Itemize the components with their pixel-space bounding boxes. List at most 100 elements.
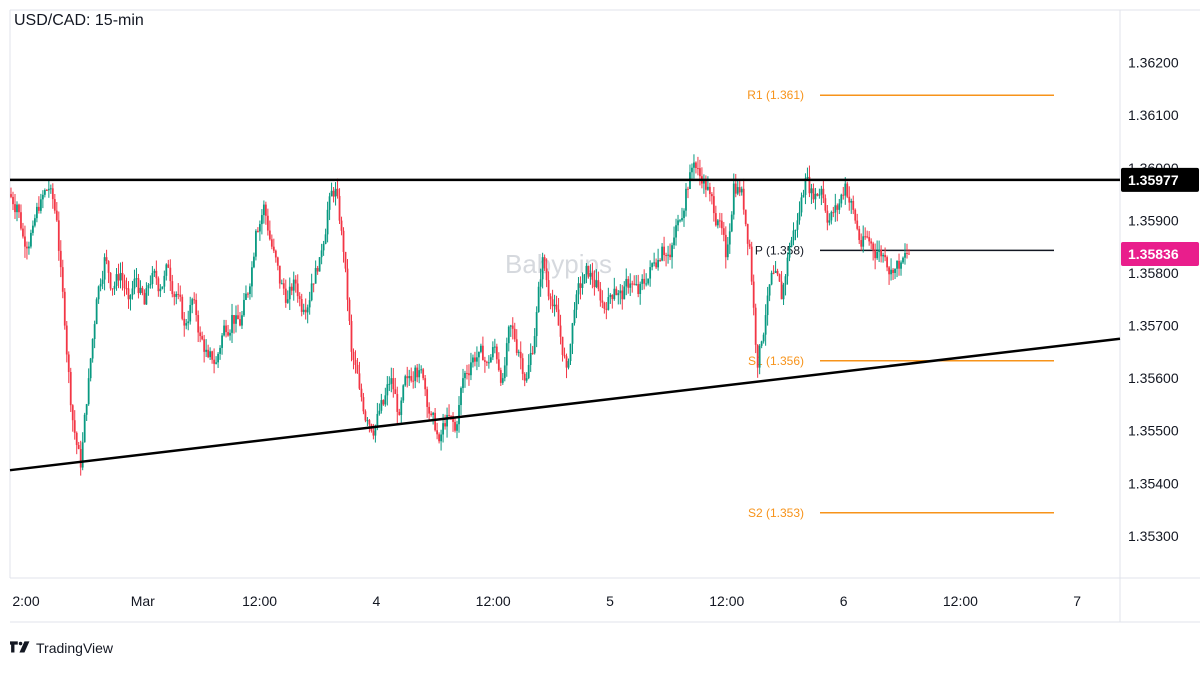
candle-body	[834, 205, 837, 213]
x-tick-label: 12:00	[476, 593, 511, 609]
candle-body	[657, 260, 660, 268]
candle-body	[760, 341, 763, 346]
candle-body	[621, 290, 624, 300]
candle-body	[659, 260, 662, 262]
candle-body	[10, 194, 12, 197]
candle-body	[28, 246, 30, 249]
candle-body	[312, 283, 315, 285]
candle-body	[183, 318, 186, 326]
candle-body	[736, 187, 739, 194]
candle-body	[316, 268, 319, 272]
candle-body	[677, 220, 679, 226]
candle-body	[382, 400, 385, 405]
candle-body	[557, 309, 560, 326]
candle-body	[754, 307, 757, 345]
candle-body	[412, 380, 415, 382]
candle-body	[163, 275, 166, 287]
candle-body	[388, 383, 391, 385]
candle-body	[704, 180, 707, 190]
candle-body	[567, 361, 570, 368]
candle-body	[762, 334, 765, 342]
candle-body	[487, 362, 490, 364]
candle-body	[732, 183, 735, 215]
candle-body	[266, 215, 269, 231]
candle-body	[418, 370, 421, 378]
candle-body	[850, 201, 853, 203]
candle-body	[396, 394, 399, 412]
resistance-badge: 1.35977	[1121, 167, 1199, 192]
candle-body	[655, 262, 658, 268]
candle-body	[466, 372, 468, 374]
candle-body	[802, 194, 805, 198]
candle-body	[131, 288, 134, 296]
candle-body	[832, 212, 835, 214]
candle-body	[195, 299, 198, 316]
candle-body	[442, 423, 444, 435]
candle-body	[611, 294, 614, 300]
candle-body	[119, 272, 122, 281]
candle-body	[380, 400, 383, 411]
candle-body	[591, 272, 594, 280]
candle-body	[53, 199, 56, 211]
candle-body	[127, 288, 130, 300]
candle-body	[778, 274, 781, 282]
candle-body	[617, 293, 620, 296]
candle-body	[635, 284, 638, 286]
candle-body	[137, 278, 140, 294]
candle-body	[603, 302, 606, 309]
candle-body	[481, 345, 484, 361]
candle-body	[290, 286, 293, 291]
candle-body	[61, 267, 64, 292]
current-price-badge: 1.35836	[1121, 242, 1199, 267]
candle-body	[786, 257, 789, 277]
candle-body	[764, 315, 767, 335]
candle-body	[468, 373, 470, 376]
candle-body	[43, 189, 46, 195]
candle-body	[517, 351, 520, 353]
candle-body	[826, 210, 829, 223]
y-tick-label: 1.36200	[1128, 55, 1179, 71]
candle-body	[645, 283, 648, 285]
candle-body	[390, 378, 393, 384]
candle-body	[878, 249, 881, 252]
x-tick-label: 4	[373, 593, 381, 609]
candle-body	[101, 279, 104, 284]
candle-body	[440, 434, 442, 442]
candle-body	[726, 244, 729, 258]
candle-body	[497, 359, 500, 371]
candle-body	[641, 278, 644, 284]
candle-body	[489, 357, 492, 363]
candle-body	[249, 286, 251, 294]
candle-body	[71, 405, 74, 421]
candle-body	[896, 260, 898, 269]
candle-body	[103, 257, 106, 280]
candle-body	[350, 321, 353, 352]
candle-body	[744, 209, 747, 225]
candle-body	[730, 214, 733, 232]
candle-body	[398, 411, 401, 415]
candle-body	[237, 315, 239, 320]
candle-body	[336, 188, 339, 196]
candle-body	[529, 352, 532, 365]
candle-body	[551, 299, 554, 307]
candle-body	[495, 346, 498, 360]
candle-body	[153, 270, 156, 273]
candle-body	[374, 425, 377, 436]
candle-body	[167, 264, 170, 268]
candle-body	[308, 300, 311, 308]
candle-body	[493, 346, 496, 348]
y-tick-label: 1.35900	[1128, 212, 1179, 228]
candle-body	[860, 240, 863, 247]
pivot-level-label: S2 (1.353)	[748, 506, 804, 520]
candle-body	[856, 220, 859, 229]
candle-body	[344, 251, 347, 269]
candle-body	[165, 264, 168, 276]
candle-body	[792, 230, 795, 241]
candle-body	[85, 404, 88, 415]
candle-body	[458, 405, 460, 425]
candle-body	[209, 351, 212, 358]
candle-body	[697, 168, 699, 170]
candle-body	[511, 325, 514, 329]
candle-body	[565, 356, 568, 368]
x-tick-label: 5	[606, 593, 614, 609]
